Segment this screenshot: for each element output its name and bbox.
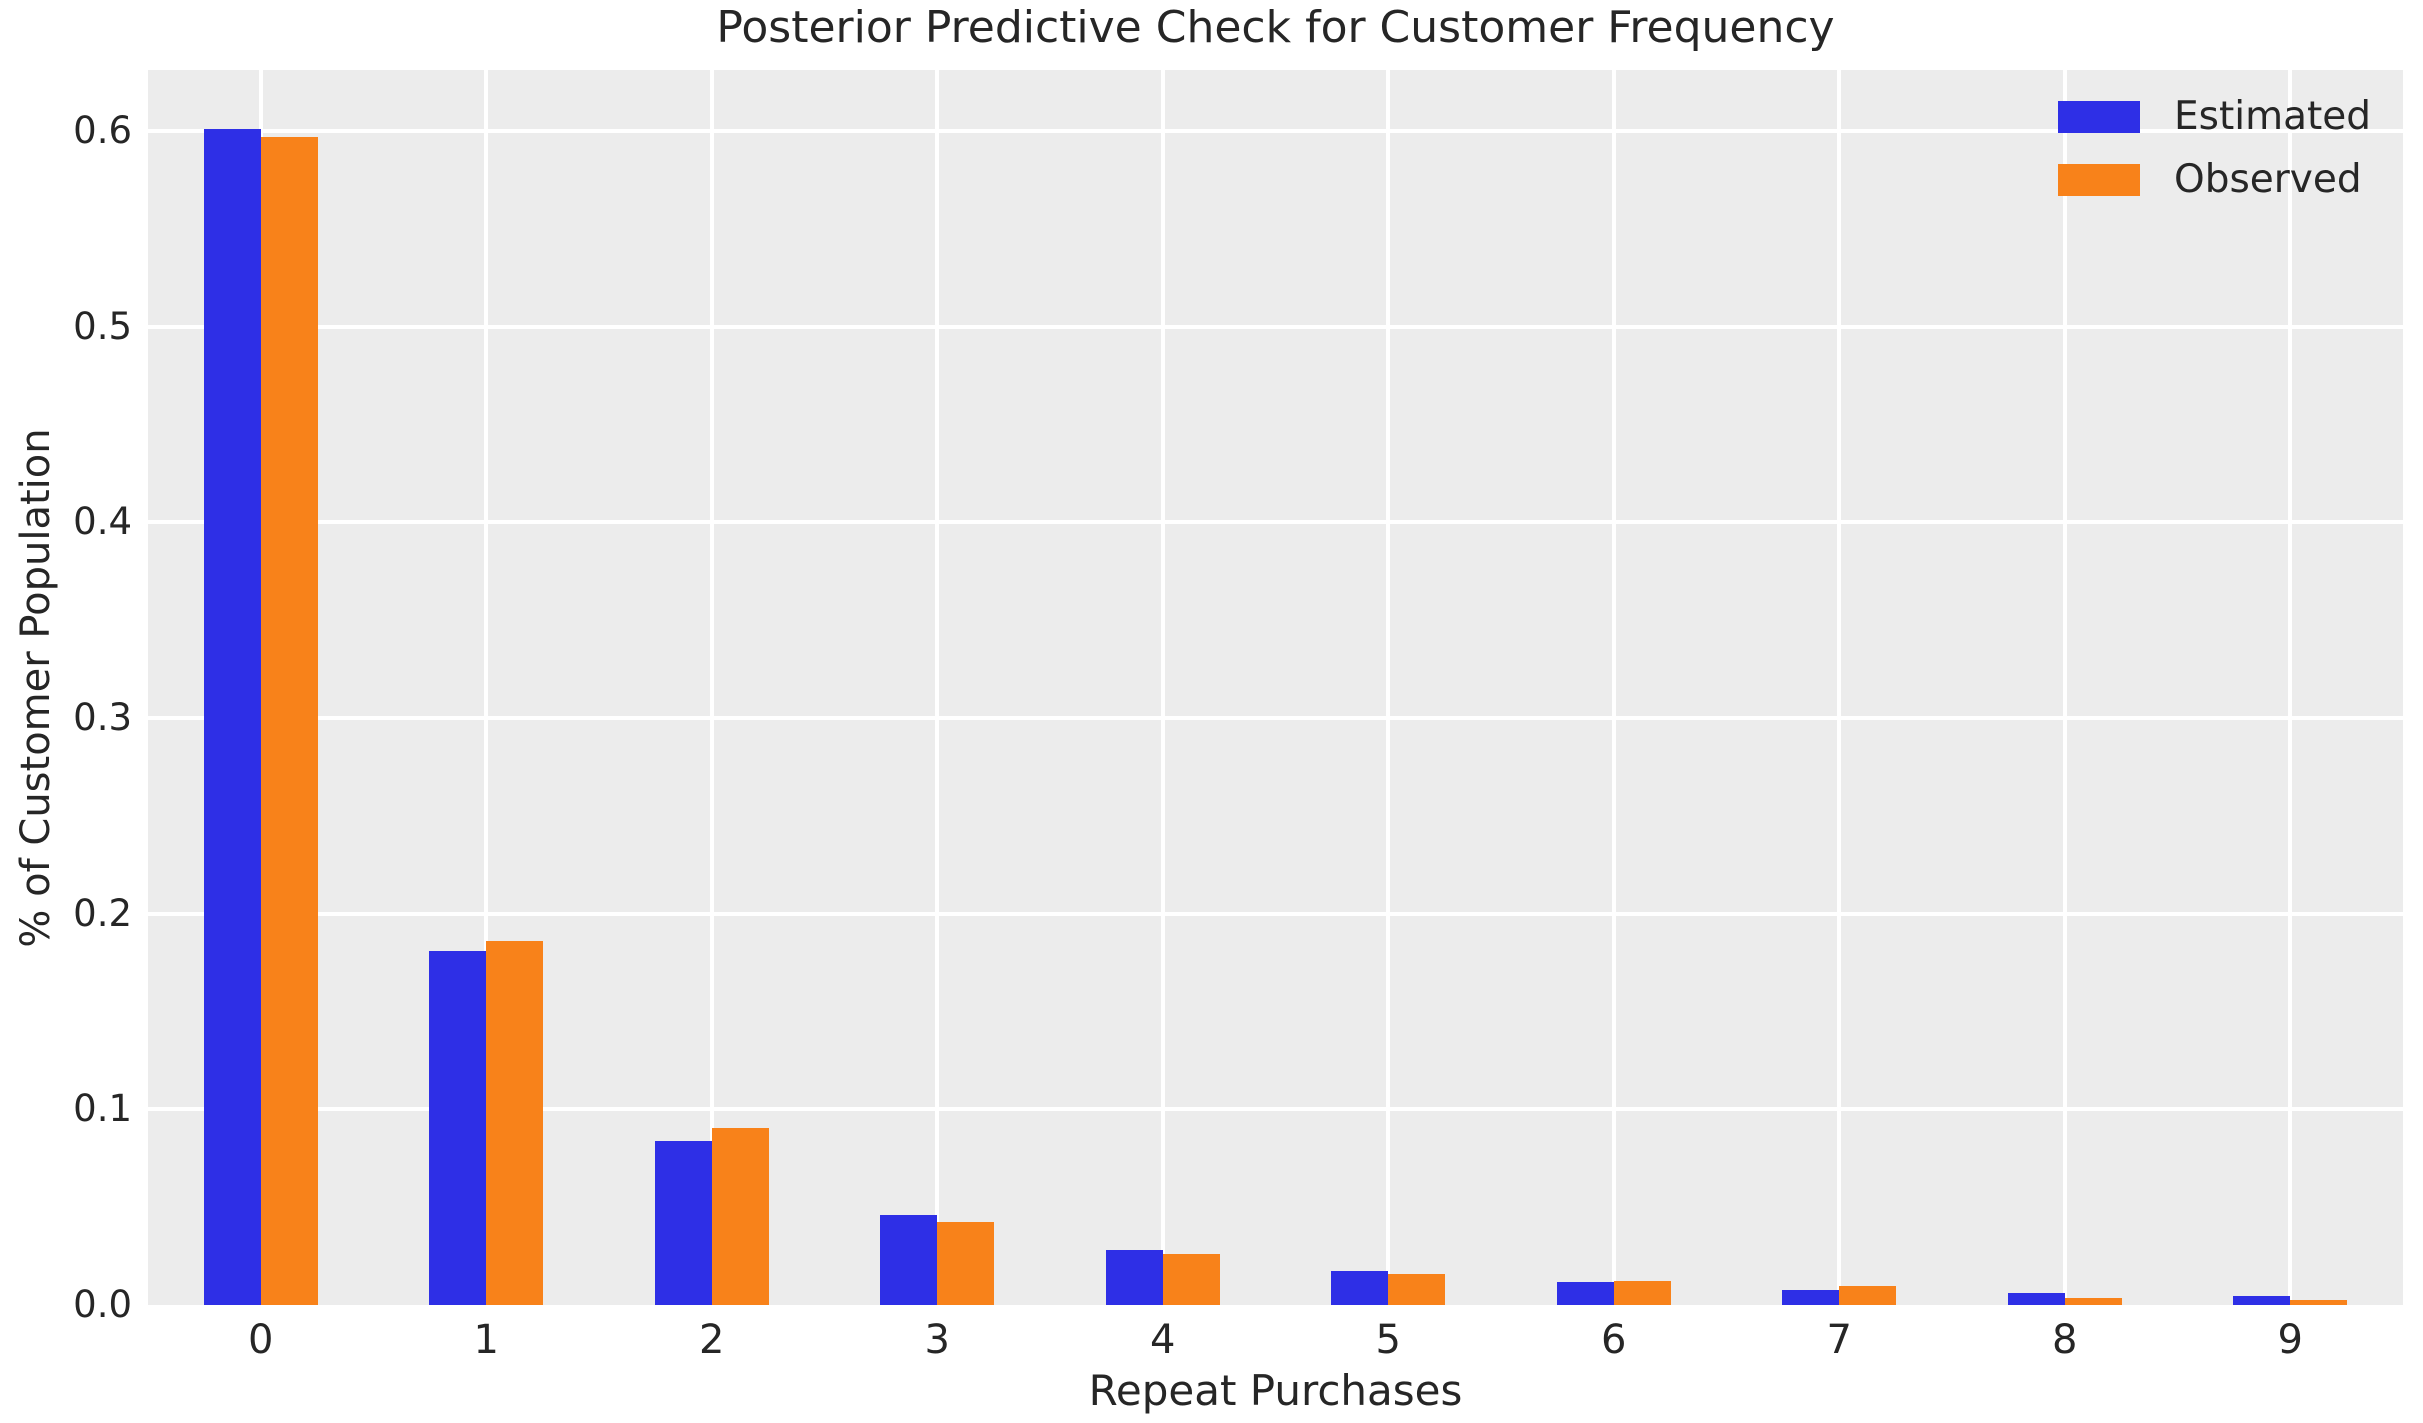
bar-estimated-9 (2233, 1295, 2291, 1305)
y-tick-label: 0.1 (73, 1087, 132, 1131)
bar-observed-1 (486, 941, 544, 1305)
legend-label: Estimated (2174, 94, 2372, 139)
x-tick-label: 6 (1601, 1317, 1627, 1363)
horizontal-gridline (148, 324, 2403, 329)
y-tick-label: 0.2 (73, 891, 132, 935)
vertical-gridline (1386, 70, 1391, 1305)
x-tick-label: 7 (1826, 1317, 1852, 1363)
bar-observed-4 (1162, 1253, 1220, 1305)
legend-swatch-estimated (2058, 100, 2140, 133)
bar-estimated-3 (880, 1215, 938, 1305)
y-tick-label: 0.5 (73, 304, 132, 348)
legend-swatch-observed (2058, 163, 2140, 196)
horizontal-gridline (148, 1107, 2403, 1112)
horizontal-gridline (148, 520, 2403, 525)
bar-observed-9 (2290, 1299, 2348, 1305)
bar-observed-8 (2064, 1297, 2122, 1305)
y-tick-label: 0.6 (73, 109, 132, 153)
x-tick-label: 3 (924, 1317, 950, 1363)
x-tick-label: 5 (1375, 1317, 1401, 1363)
legend-item-estimated: Estimated (2058, 94, 2371, 139)
bar-observed-0 (260, 136, 318, 1305)
y-tick-label: 0.3 (73, 696, 132, 740)
legend: Estimated Observed (2058, 94, 2371, 202)
bar-observed-5 (1388, 1274, 1446, 1305)
bar-estimated-6 (1556, 1281, 1614, 1305)
vertical-gridline (709, 70, 714, 1305)
legend-item-observed: Observed (2058, 157, 2371, 202)
vertical-gridline (935, 70, 940, 1305)
bar-estimated-4 (1105, 1250, 1163, 1305)
vertical-gridline (2062, 70, 2067, 1305)
bar-observed-6 (1613, 1280, 1671, 1305)
vertical-gridline (1160, 70, 1165, 1305)
bar-estimated-5 (1331, 1270, 1389, 1305)
chart-title: Posterior Predictive Check for Customer … (716, 2, 1835, 53)
vertical-gridline (1611, 70, 1616, 1305)
bar-observed-3 (937, 1222, 995, 1305)
x-tick-label: 2 (699, 1317, 725, 1363)
bar-observed-2 (711, 1127, 769, 1305)
x-tick-label: 1 (473, 1317, 499, 1363)
x-tick-label: 8 (2052, 1317, 2078, 1363)
bar-estimated-8 (2007, 1293, 2065, 1305)
y-tick-label: 0.4 (73, 500, 132, 544)
vertical-gridline (484, 70, 489, 1305)
plot-area (148, 70, 2403, 1305)
bar-estimated-2 (654, 1140, 712, 1305)
horizontal-gridline (148, 716, 2403, 721)
horizontal-gridline (148, 911, 2403, 916)
bar-estimated-7 (1782, 1289, 1840, 1305)
vertical-gridline (2288, 70, 2293, 1305)
bar-estimated-0 (203, 129, 261, 1305)
x-tick-label: 9 (2277, 1317, 2303, 1363)
bar-estimated-1 (429, 950, 487, 1305)
x-tick-label: 0 (248, 1317, 274, 1363)
bar-observed-7 (1839, 1286, 1897, 1305)
x-axis-label: Repeat Purchases (1088, 1366, 1463, 1415)
horizontal-gridline (148, 129, 2403, 134)
y-tick-label: 0.0 (73, 1283, 132, 1326)
x-tick-label: 4 (1150, 1317, 1176, 1363)
vertical-gridline (1837, 70, 1842, 1305)
legend-label: Observed (2174, 157, 2362, 202)
